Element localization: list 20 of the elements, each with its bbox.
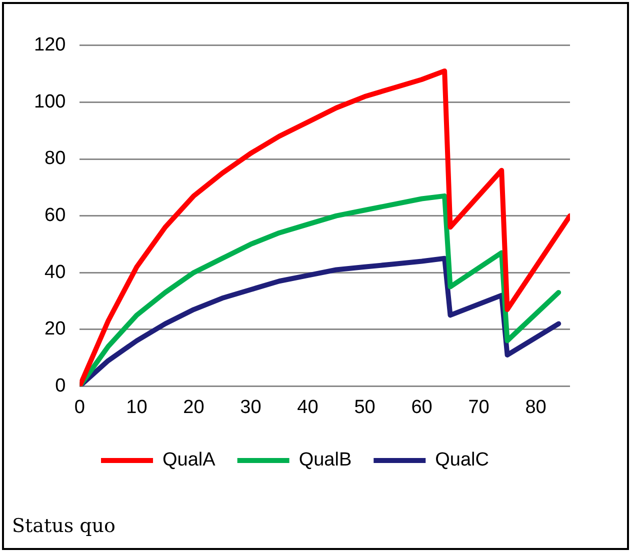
y-tick-label: 0 [55, 375, 66, 396]
x-tick-label: 20 [183, 396, 204, 418]
x-tick-label: 80 [525, 396, 546, 418]
legend-label: QualB [298, 450, 352, 471]
x-tick-label: 10 [126, 396, 148, 418]
y-tick-label: 20 [44, 318, 66, 340]
x-tick-label: 0 [74, 396, 85, 418]
x-tick-label: 40 [297, 396, 318, 418]
x-tick-label: 60 [411, 396, 432, 418]
x-tick-label: 70 [468, 396, 490, 418]
x-tick-label: 50 [354, 396, 376, 418]
y-tick-label: 120 [34, 34, 66, 56]
x-tick-label: 30 [240, 396, 262, 418]
text: Status quo [12, 515, 116, 537]
y-tick-label: 40 [44, 262, 66, 283]
y-tick-label: 80 [44, 148, 66, 170]
legend-label: QualC [435, 450, 489, 471]
legend-label: QualA [162, 450, 216, 471]
y-tick-label: 100 [34, 91, 66, 112]
y-tick-label: 60 [44, 205, 66, 226]
